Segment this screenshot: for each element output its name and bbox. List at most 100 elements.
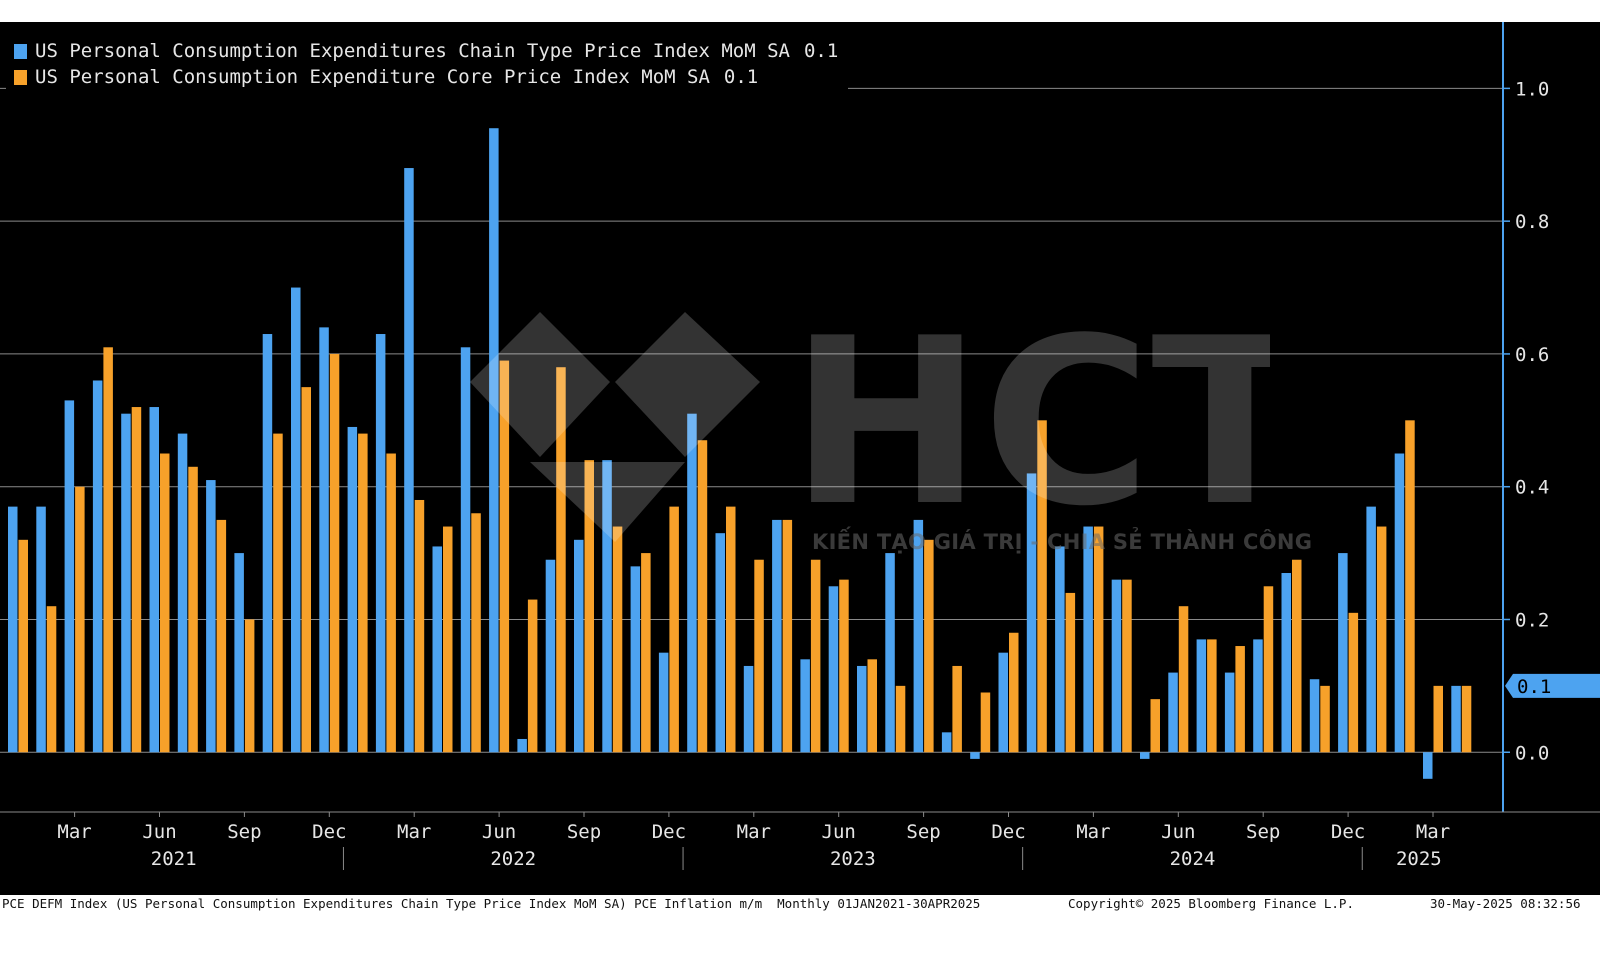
- bar-headline-14: [404, 168, 414, 753]
- x-tick-label: Jun: [1161, 821, 1195, 843]
- bar-core-16: [471, 513, 481, 753]
- bar-headline-46: [1309, 679, 1320, 753]
- bar-headline-10: [291, 287, 301, 753]
- bar-core-50: [1433, 685, 1443, 753]
- bar-headline-6: [177, 433, 188, 753]
- bar-core-45: [1292, 559, 1302, 753]
- bar-core-13: [386, 453, 396, 753]
- bar-core-20: [584, 460, 594, 753]
- bar-core-9: [273, 433, 283, 753]
- bar-core-37: [1065, 592, 1076, 753]
- bar-core-5: [160, 453, 170, 753]
- footer-timestamp: 30-May-2025 08:32:56: [1430, 896, 1581, 911]
- bar-core-33: [952, 665, 962, 753]
- watermark-tagline: KIẾN TẠO GIÁ TRỊ - CHIA SẺ THÀNH CÔNG: [812, 530, 1313, 554]
- bar-core-6: [188, 466, 198, 753]
- bar-headline-12: [347, 426, 358, 753]
- bar-headline-17: [489, 128, 499, 753]
- bar-headline-39: [1111, 579, 1122, 753]
- bar-headline-23: [658, 652, 669, 753]
- bar-core-0: [18, 539, 28, 753]
- y-tick-label: 0.6: [1515, 344, 1549, 366]
- bar-core-23: [669, 506, 679, 753]
- bar-headline-20: [574, 539, 584, 753]
- bar-core-27: [782, 519, 793, 753]
- bar-core-42: [1207, 639, 1217, 753]
- bar-core-30: [867, 659, 877, 753]
- x-tick-label: Sep: [906, 821, 940, 843]
- bar-core-36: [1037, 420, 1047, 753]
- x-tick-label: Mar: [1076, 821, 1110, 843]
- bar-core-39: [1122, 579, 1132, 753]
- bar-headline-47: [1338, 553, 1348, 753]
- bar-headline-49: [1394, 453, 1405, 753]
- bar-core-49: [1405, 420, 1415, 753]
- bar-core-1: [46, 606, 57, 753]
- bar-core-2: [75, 486, 85, 753]
- bar-headline-4: [121, 413, 131, 753]
- bar-headline-28: [800, 659, 810, 753]
- x-tick-label: Sep: [227, 821, 261, 843]
- bar-headline-41: [1168, 672, 1178, 753]
- x-year-label: 2021: [151, 848, 197, 870]
- bar-core-34: [980, 692, 991, 753]
- legend-value-headline: 0.1: [803, 40, 839, 62]
- footer: PCE DEFM Index (US Personal Consumption …: [0, 895, 1600, 912]
- y-tick-label: 0.2: [1515, 609, 1549, 631]
- bar-core-11: [329, 353, 340, 753]
- legend-swatch-headline: [14, 43, 27, 59]
- bar-headline-18: [517, 738, 527, 753]
- x-tick-label: Dec: [652, 821, 686, 843]
- bar-core-8: [244, 619, 255, 753]
- bar-headline-43: [1224, 672, 1235, 753]
- bar-headline-36: [1026, 473, 1037, 753]
- bar-core-38: [1093, 526, 1104, 753]
- bar-headline-21: [602, 460, 612, 753]
- last-value-label: 0.1: [1517, 676, 1551, 698]
- bar-headline-3: [92, 380, 103, 753]
- y-tick-label: 0.4: [1515, 477, 1549, 499]
- bar-headline-51: [1451, 685, 1461, 753]
- x-tick-label: Mar: [737, 821, 771, 843]
- x-tick-label: Sep: [567, 821, 601, 843]
- x-tick-label: Mar: [57, 821, 91, 843]
- bar-core-10: [301, 387, 311, 753]
- bar-headline-40: [1140, 752, 1150, 759]
- bar-core-31: [895, 685, 906, 753]
- bar-core-41: [1178, 606, 1189, 753]
- bar-core-35: [1009, 632, 1019, 753]
- bar-core-17: [499, 360, 510, 753]
- legend-value-core: 0.1: [723, 66, 759, 88]
- legend-item-headline-pce: US Personal Consumption Expenditures Cha…: [14, 38, 838, 64]
- bar-core-3: [103, 347, 113, 753]
- bar-headline-31: [885, 553, 895, 753]
- bar-core-22: [641, 553, 651, 753]
- bar-headline-13: [375, 334, 386, 753]
- bar-core-48: [1376, 526, 1387, 753]
- bar-core-46: [1320, 685, 1330, 753]
- x-year-label: 2024: [1170, 848, 1216, 870]
- bar-headline-38: [1083, 526, 1093, 753]
- bar-headline-50: [1423, 752, 1433, 779]
- x-tick-label: Sep: [1246, 821, 1280, 843]
- bar-headline-44: [1253, 639, 1263, 753]
- bar-headline-1: [36, 506, 46, 753]
- bar-headline-35: [998, 652, 1008, 753]
- x-tick-label: Mar: [1416, 821, 1450, 843]
- x-tick-label: Dec: [312, 821, 346, 843]
- bar-headline-16: [460, 347, 471, 753]
- x-tick-label: Dec: [1331, 821, 1365, 843]
- bar-headline-33: [941, 732, 952, 753]
- bar-headline-15: [432, 546, 442, 753]
- bar-core-18: [527, 599, 538, 753]
- bar-headline-19: [545, 559, 556, 753]
- bar-headline-5: [149, 407, 159, 753]
- bar-headline-42: [1196, 639, 1207, 753]
- bar-headline-26: [743, 665, 754, 753]
- bar-core-19: [556, 367, 566, 753]
- legend-swatch-core: [14, 69, 27, 85]
- bar-headline-0: [8, 506, 18, 753]
- bar-core-51: [1461, 685, 1472, 753]
- bar-headline-45: [1281, 573, 1291, 753]
- bar-headline-2: [64, 400, 75, 753]
